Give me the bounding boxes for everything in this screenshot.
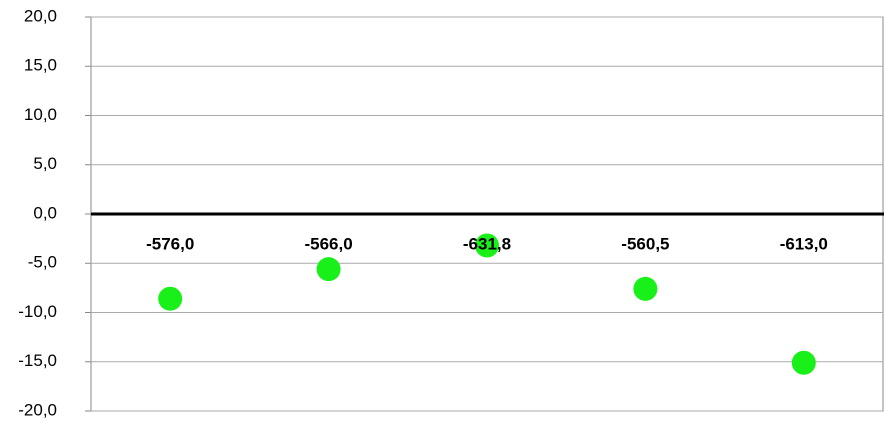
point-label: -613,0 <box>780 234 828 253</box>
point <box>316 257 341 282</box>
y-tick-label: 20,0 <box>24 6 57 25</box>
point-label: -560,5 <box>621 234 669 253</box>
point <box>791 350 816 375</box>
y-tick-label: -20,0 <box>18 400 57 419</box>
point-label: -576,0 <box>146 234 194 253</box>
y-tick-label: 15,0 <box>24 56 57 75</box>
point <box>158 286 183 311</box>
point <box>633 276 658 301</box>
y-tick-label: 10,0 <box>24 105 57 124</box>
point-label: -631,8 <box>463 234 511 253</box>
y-tick-label: 0,0 <box>33 203 57 222</box>
point-label: -566,0 <box>304 234 352 253</box>
y-tick-label: -15,0 <box>18 351 57 370</box>
y-tick-label: -10,0 <box>18 302 57 321</box>
point <box>475 233 499 258</box>
y-tick-label: -5,0 <box>28 253 57 272</box>
y-tick-label: 5,0 <box>33 154 57 173</box>
